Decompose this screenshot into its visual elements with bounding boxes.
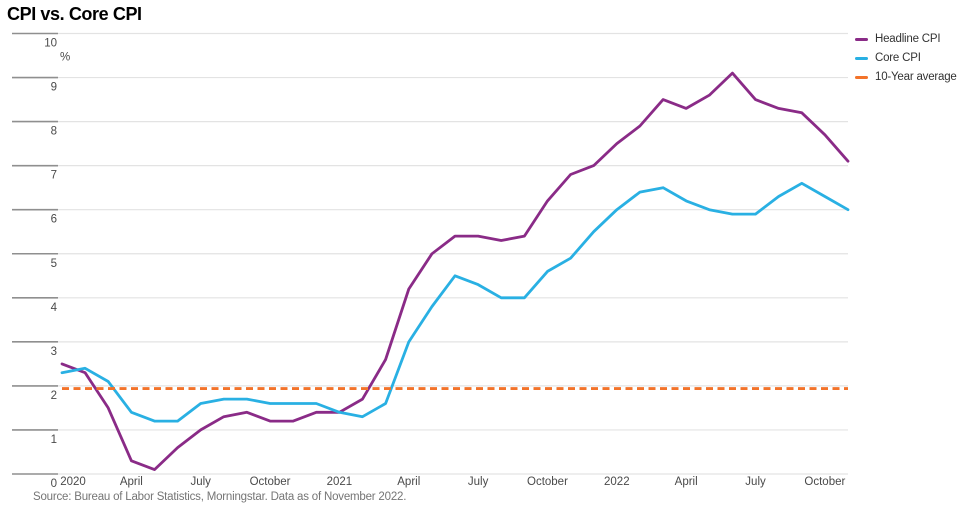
legend-label-headline-cpi: Headline CPI: [875, 33, 941, 45]
x-tick-label: 2020: [60, 476, 86, 488]
y-tick-label: 6: [51, 214, 57, 226]
x-tick-label: October: [250, 476, 291, 488]
x-tick-label: 2022: [604, 476, 630, 488]
y-tick-label: 10: [44, 38, 57, 50]
gridlines: [12, 32, 848, 475]
x-tick-label: October: [527, 476, 568, 488]
x-tick-label: October: [804, 476, 845, 488]
y-tick-label: 3: [51, 346, 57, 358]
x-tick-label: July: [468, 476, 489, 488]
source-note: Source: Bureau of Labor Statistics, Morn…: [33, 491, 407, 503]
legend-label-core-cpi: Core CPI: [875, 52, 921, 64]
chart-legend: Headline CPI Core CPI 10-Year average: [855, 33, 957, 83]
legend-item-10-year-average: 10-Year average: [855, 71, 957, 83]
legend-swatch-core-cpi: [855, 56, 868, 60]
legend-label-10-year-average: 10-Year average: [875, 71, 957, 83]
y-tick-label: 4: [51, 302, 58, 314]
legend-item-headline-cpi: Headline CPI: [855, 33, 957, 45]
x-tick-label: April: [675, 476, 698, 488]
legend-swatch-headline-cpi: [855, 37, 868, 41]
x-tick-label: July: [190, 476, 211, 488]
y-axis-labels: 0 1 2 3 4 5 6 7 8 9 10%: [44, 38, 70, 491]
series-line-core-cpi: [60, 181, 850, 423]
chart-title: CPI vs. Core CPI: [7, 4, 142, 24]
y-tick-label: 8: [51, 126, 57, 138]
series-line-headline-cpi: [60, 71, 850, 472]
y-axis-unit-label: %: [60, 52, 70, 64]
x-tick-label: April: [120, 476, 143, 488]
y-tick-label: 0: [51, 478, 57, 490]
y-tick-label: 7: [51, 170, 57, 182]
legend-item-core-cpi: Core CPI: [855, 52, 957, 64]
x-axis-labels: 2020 April July October 2021 April July October…: [60, 476, 845, 488]
x-tick-label: July: [745, 476, 766, 488]
y-tick-label: 9: [51, 82, 57, 94]
x-tick-label: 2021: [327, 476, 353, 488]
y-tick-label: 2: [51, 390, 57, 402]
y-tick-label: 5: [51, 258, 57, 270]
y-tick-label: 1: [51, 434, 57, 446]
x-tick-label: April: [397, 476, 420, 488]
legend-swatch-10-year-average: [855, 75, 868, 79]
series-lines: [60, 71, 850, 472]
